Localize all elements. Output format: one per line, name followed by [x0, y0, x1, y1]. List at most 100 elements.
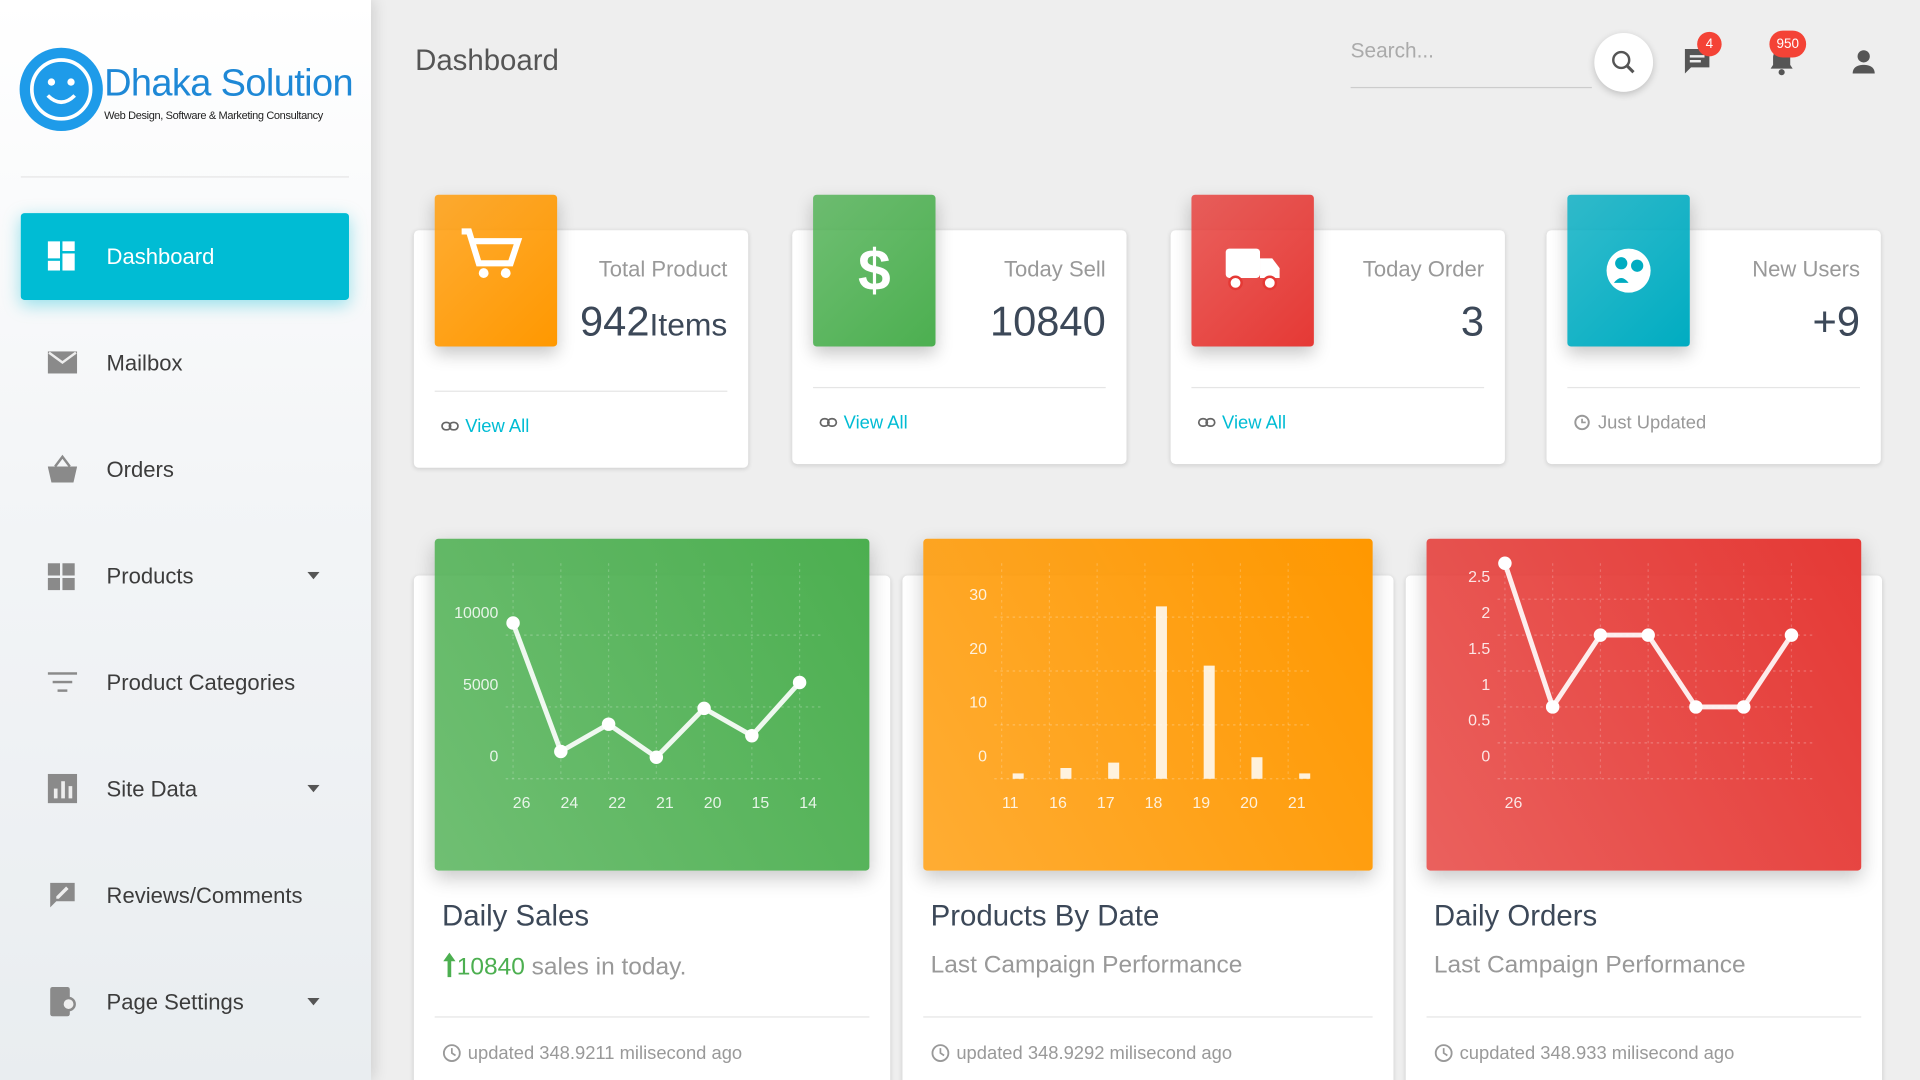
subtitle: Last Campaign Performance — [930, 951, 1243, 979]
menu-item[interactable]: Dashboard — [20, 213, 349, 301]
stat-number: +9 — [1812, 298, 1861, 346]
search-underline — [1350, 86, 1592, 89]
x-tick-label: 19 — [1192, 795, 1210, 812]
y-tick-label: 0 — [978, 749, 987, 766]
menu-label: Page Settings — [106, 989, 244, 1014]
stat-card: Today Order 3 View All — [1170, 194, 1505, 465]
divider — [923, 1016, 1373, 1018]
link-text: View All — [843, 412, 908, 434]
stat-link[interactable]: View All — [819, 412, 908, 434]
menu-item[interactable]: Site Data — [21, 746, 349, 833]
point — [1736, 700, 1751, 714]
chart-footer: cupdated 348.933 milisecond ago — [1434, 1043, 1734, 1064]
chart-subtitle: Last Campaign Performance — [931, 951, 1243, 979]
bar — [1155, 606, 1167, 779]
menu-item[interactable]: Product Categories — [21, 639, 349, 726]
chart-box: 0 5000 10000 26 24 22 21 20 15 14 — [434, 538, 870, 871]
x-tick-label: 18 — [1145, 795, 1163, 812]
chart: 0 5000 10000 26 24 22 21 20 15 14 — [454, 563, 825, 812]
stat-value: 942Items — [580, 299, 727, 347]
menu-label: Reviews/Comments — [106, 882, 303, 908]
menu-icon — [47, 773, 78, 804]
chat-badge: 4 — [1697, 31, 1722, 57]
brand: Dhaka Solution — [104, 61, 353, 105]
stat-value: +9 — [1813, 299, 1860, 347]
chart-card: 0 5000 10000 26 24 22 21 20 15 14 Daily Sales 10840… — [413, 538, 891, 1080]
link-icon — [1197, 417, 1216, 427]
point — [1784, 628, 1799, 642]
stat-link: Just Updated — [1573, 412, 1707, 434]
svg-text:$: $ — [858, 238, 891, 303]
stat-label: Total Product — [598, 257, 728, 282]
menu-item[interactable]: Orders — [21, 426, 349, 513]
menu-item[interactable]: Reviews/Comments — [21, 852, 349, 939]
bar — [1203, 665, 1215, 779]
x-tick-label: 14 — [799, 795, 817, 812]
x-tick-label: 16 — [1049, 795, 1067, 812]
menu-icon — [50, 882, 75, 908]
chart-card: 0 10 20 30 11 16 17 18 19 20 21 Products By Date Las… — [902, 538, 1394, 1080]
menu-icon — [47, 241, 75, 271]
bar — [1251, 757, 1263, 779]
point — [649, 750, 664, 764]
point — [601, 717, 616, 731]
y-tick-label: 30 — [969, 587, 987, 604]
chart-card: 0 0.5 1 1.5 2 2.5 26 Daily Orders Last Campaign … — [1405, 538, 1883, 1080]
chart-subtitle: Last Campaign Performance — [1434, 951, 1746, 979]
x-tick-label: 26 — [1505, 795, 1523, 812]
point — [1689, 700, 1703, 714]
stat-card: New Users +9 Just Updated — [1546, 194, 1881, 465]
menu-label: Products — [106, 563, 194, 588]
footer-text: updated 348.9211 milisecond ago — [467, 1043, 743, 1065]
chart-box: 0 10 20 30 11 16 17 18 19 20 21 — [923, 538, 1373, 871]
stat-unit: Items — [649, 306, 728, 343]
menu-icon — [47, 563, 75, 591]
stat-label: Today Order — [1362, 257, 1485, 282]
sidebar: Dhaka Solution Web Design, Software & Ma… — [0, 0, 372, 1080]
y-tick-label: 0.5 — [1468, 713, 1490, 730]
stat-link[interactable]: View All — [1197, 413, 1286, 433]
divider — [434, 390, 728, 392]
point — [506, 616, 520, 630]
icon: $ — [858, 238, 891, 303]
chart-subtitle: 10840 sales in today. — [442, 951, 686, 982]
menu-item[interactable]: Page Settings — [21, 959, 349, 1046]
bar — [1108, 762, 1120, 779]
divider — [20, 176, 349, 178]
y-tick-label: 10000 — [454, 605, 498, 622]
link-text: Just Updated — [1597, 412, 1707, 434]
x-tick-label: 26 — [513, 795, 531, 812]
up-arrow — [443, 952, 456, 978]
chart-footer: updated 348.9211 milisecond ago — [442, 1043, 742, 1064]
x-tick-label: 22 — [608, 795, 626, 812]
menu-item[interactable]: Mailbox — [21, 320, 349, 407]
caret — [307, 997, 320, 1006]
user-icon[interactable] — [1849, 47, 1878, 76]
link-icon — [441, 421, 459, 431]
chart-box: 0 0.5 1 1.5 2 2.5 26 — [1426, 538, 1862, 871]
point — [1498, 556, 1512, 571]
stat-link[interactable]: View All — [441, 416, 529, 437]
clock-icon — [1434, 1044, 1453, 1062]
search-button[interactable] — [1594, 33, 1654, 92]
point — [1641, 628, 1655, 642]
menu-item[interactable]: Products — [21, 533, 349, 620]
icon — [1225, 248, 1280, 291]
caret — [307, 571, 320, 580]
search-input[interactable]: Search... — [1350, 39, 1434, 63]
icon — [1606, 248, 1651, 293]
x-tick-label: 20 — [704, 795, 722, 812]
menu-label: Dashboard — [106, 243, 215, 269]
point — [792, 675, 807, 690]
menu-label: Mailbox — [106, 350, 183, 375]
chart-title: Daily Sales — [442, 900, 590, 934]
link-icon — [1574, 414, 1590, 431]
y-tick-label: 1 — [1481, 677, 1490, 694]
menu-icon — [50, 986, 76, 1017]
stat-icon — [1567, 194, 1690, 347]
clock-icon — [442, 1044, 461, 1062]
x-tick-label: 11 — [1002, 795, 1019, 812]
x-tick-label: 21 — [656, 795, 674, 812]
menu-icon — [47, 454, 78, 483]
